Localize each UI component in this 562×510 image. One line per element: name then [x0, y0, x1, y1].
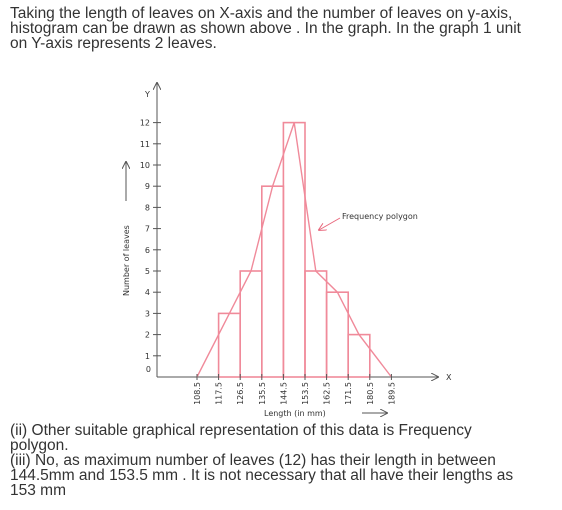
intro-line: Taking the length of leaves on X-axis an… [10, 5, 513, 22]
chart-labels: Frequency polygon Y X 0 Length (in mm) Number… [122, 90, 452, 418]
chart-axes [157, 83, 438, 377]
y-tick-label: 4 [145, 288, 150, 297]
x-tick-label: 126.5 [236, 382, 245, 405]
y-tick-label: 10 [140, 161, 150, 170]
intro-line: on Y-axis represents 2 leaves. [10, 35, 217, 52]
x-axis-letter: X [446, 373, 452, 382]
y-axis-title: Number of leaves [122, 225, 131, 296]
x-tick-label: 117.5 [215, 382, 224, 405]
note-line: 144.5mm and 153.5 mm . It is not necessa… [10, 467, 514, 484]
y-tick-label: 7 [145, 225, 150, 234]
note-line: (iii) No, as maximum number of leaves (1… [10, 452, 496, 469]
frequency-polygon-pointer [319, 217, 341, 230]
x-tick-label: 180.5 [366, 382, 375, 405]
histogram-bar [325, 291, 350, 378]
x-tick-label: 135.5 [258, 382, 267, 405]
y-tick-label: 3 [145, 309, 150, 318]
x-tick-label: 189.5 [387, 382, 396, 405]
x-tick-label: 144.5 [279, 382, 288, 405]
frequency-polygon [196, 122, 392, 378]
y-tick-label: 11 [140, 140, 150, 149]
origin-label: 0 [146, 365, 151, 374]
x-tick-label: 171.5 [344, 382, 353, 405]
x-tick-labels: 108.5 117.5 126.5 135.5 144.5 153.5 162.5 171.5… [193, 374, 396, 405]
histogram-chart: 108.5 117.5 126.5 135.5 144.5 153.5 162.5 171.5… [122, 78, 452, 418]
note-line: polygon. [10, 437, 69, 454]
answer-notes: (ii) Other suitable graphical representa… [10, 422, 555, 499]
histogram-bar [347, 333, 371, 378]
y-tick-label: 9 [145, 182, 150, 191]
y-tick-label: 12 [140, 119, 150, 128]
intro-line: histogram can be drawn as shown above . … [10, 20, 521, 37]
frequency-polygon-label: Frequency polygon [342, 212, 418, 221]
x-tick-label: 108.5 [193, 382, 202, 405]
y-tick-label: 1 [145, 352, 150, 361]
y-tick-label: 5 [145, 267, 150, 276]
y-tick-label: 6 [145, 246, 150, 255]
y-tick-label: 2 [145, 331, 150, 340]
intro-text: Taking the length of leaves on X-axis an… [10, 5, 555, 52]
histogram-bar [217, 312, 242, 378]
y-axis-letter: Y [144, 90, 150, 99]
histogram-bar [304, 270, 328, 378]
note-line: (ii) Other suitable graphical representa… [10, 422, 472, 439]
frequency-polygon-line [196, 122, 392, 378]
x-tick-label: 153.5 [301, 382, 310, 405]
note-line: 153 mm [10, 482, 66, 499]
x-tick-label: 162.5 [323, 382, 332, 405]
histogram-bar [282, 121, 306, 378]
histogram-bars [217, 121, 371, 378]
x-axis-title: Length (in mm) [264, 409, 326, 418]
y-tick-label: 8 [145, 203, 150, 212]
